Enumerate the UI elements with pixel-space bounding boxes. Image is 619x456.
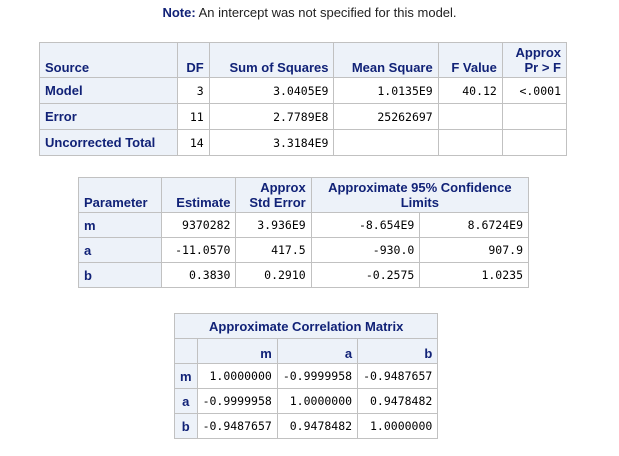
correlation-matrix-title: Approximate Correlation Matrix	[173, 313, 439, 339]
table-row: Model 3 3.0405E9 1.0135E9 40.12 <.0001	[39, 77, 568, 104]
anova-table: Source DF Sum of Squares Mean Square F V…	[39, 42, 568, 156]
row-header: a	[77, 237, 163, 263]
cell-estimate: 0.3830	[161, 262, 237, 288]
model-note: Note: An intercept was not specified for…	[0, 5, 619, 20]
corr-cell: 0.9478482	[276, 413, 359, 439]
corr-cell: -0.9487657	[196, 413, 278, 439]
cell-f	[437, 103, 503, 130]
corr-col-header: m	[196, 338, 278, 364]
header-sum-of-squares: Sum of Squares	[208, 42, 335, 78]
table-row: m 1.0000000 -0.9999958 -0.9487657	[174, 363, 439, 389]
corr-cell: 1.0000000	[276, 388, 359, 414]
header-std-error-line2: Std Error	[249, 195, 306, 210]
cell-lower-limit: -0.2575	[310, 262, 421, 288]
cell-f: 40.12	[437, 77, 503, 104]
header-std-error: Approx Std Error	[235, 177, 312, 213]
corr-title-row: Approximate Correlation Matrix	[173, 313, 439, 339]
row-header: Model	[39, 77, 178, 104]
cell-estimate: 9370282	[161, 212, 237, 238]
row-header: a	[174, 388, 198, 414]
table-row: Uncorrected Total 14 3.3184E9	[39, 129, 568, 156]
header-confidence-limits: Approximate 95% Confidence Limits	[310, 177, 530, 213]
corr-cell: 1.0000000	[196, 363, 278, 389]
corr-cell: 0.9478482	[357, 388, 439, 414]
table-row: m 9370282 3.936E9 -8.654E9 8.6724E9	[77, 212, 529, 238]
corr-col-header: a	[276, 338, 359, 364]
corr-cell: -0.9487657	[357, 363, 439, 389]
note-label: Note:	[162, 5, 196, 20]
cell-upper-limit: 1.0235	[419, 262, 529, 288]
header-pr-f-line1: Approx	[515, 45, 562, 60]
corr-cell: 1.0000000	[357, 413, 439, 439]
table-row: Error 11 2.7789E8 25262697	[39, 103, 568, 130]
cell-upper-limit: 907.9	[419, 237, 529, 263]
cell-std-error: 3.936E9	[235, 212, 312, 238]
row-header: m	[174, 363, 198, 389]
cell-df: 14	[176, 129, 210, 156]
header-confidence-line1: Approximate 95% Confidence	[328, 180, 512, 195]
corr-corner	[174, 338, 198, 364]
corr-cell: -0.9999958	[196, 388, 278, 414]
cell-std-error: 417.5	[235, 237, 312, 263]
cell-lower-limit: -8.654E9	[310, 212, 421, 238]
header-f-value: F Value	[437, 42, 503, 78]
table-row: b -0.9487657 0.9478482 1.0000000	[174, 413, 439, 439]
cell-lower-limit: -930.0	[310, 237, 421, 263]
cell-estimate: -11.0570	[161, 237, 237, 263]
row-header: b	[174, 413, 198, 439]
cell-df: 3	[176, 77, 210, 104]
row-header: Uncorrected Total	[39, 129, 178, 156]
cell-ms: 25262697	[333, 103, 439, 130]
cell-p	[501, 103, 568, 130]
cell-std-error: 0.2910	[235, 262, 312, 288]
table-row: b 0.3830 0.2910 -0.2575 1.0235	[77, 262, 529, 288]
cell-ss: 3.0405E9	[208, 77, 335, 104]
corr-cell: -0.9999958	[276, 363, 359, 389]
row-header: Error	[39, 103, 178, 130]
cell-p	[501, 129, 568, 156]
cell-df: 11	[176, 103, 210, 130]
table-row: a -11.0570 417.5 -930.0 907.9	[77, 237, 529, 263]
header-confidence-line2: Limits	[400, 195, 439, 210]
row-header: m	[77, 212, 163, 238]
cell-f	[437, 129, 503, 156]
cell-p: <.0001	[501, 77, 568, 104]
note-text: An intercept was not specified for this …	[198, 5, 457, 20]
header-pr-f: Approx Pr > F	[501, 42, 568, 78]
cell-upper-limit: 8.6724E9	[419, 212, 529, 238]
corr-col-header: b	[357, 338, 439, 364]
header-parameter: Parameter	[77, 177, 163, 213]
cell-ms: 1.0135E9	[333, 77, 439, 104]
parameter-estimates-table: Parameter Estimate Approx Std Error Appr…	[77, 177, 530, 288]
cell-ss: 3.3184E9	[208, 129, 335, 156]
header-estimate: Estimate	[161, 177, 237, 213]
params-header-row-1: Parameter Estimate Approx Std Error Appr…	[77, 177, 530, 213]
cell-ms	[333, 129, 439, 156]
cell-ss: 2.7789E8	[208, 103, 335, 130]
anova-header-row: Source DF Sum of Squares Mean Square F V…	[39, 42, 568, 78]
header-std-error-line1: Approx	[260, 180, 306, 195]
header-mean-square: Mean Square	[333, 42, 439, 78]
correlation-matrix-table: Approximate Correlation Matrix m a b m 1…	[173, 313, 439, 439]
corr-header-row: m a b	[174, 338, 439, 364]
header-pr-f-line2: Pr > F	[524, 60, 562, 75]
row-header: b	[77, 262, 163, 288]
table-row: a -0.9999958 1.0000000 0.9478482	[174, 388, 439, 414]
header-source: Source	[39, 42, 178, 78]
header-df: DF	[176, 42, 210, 78]
